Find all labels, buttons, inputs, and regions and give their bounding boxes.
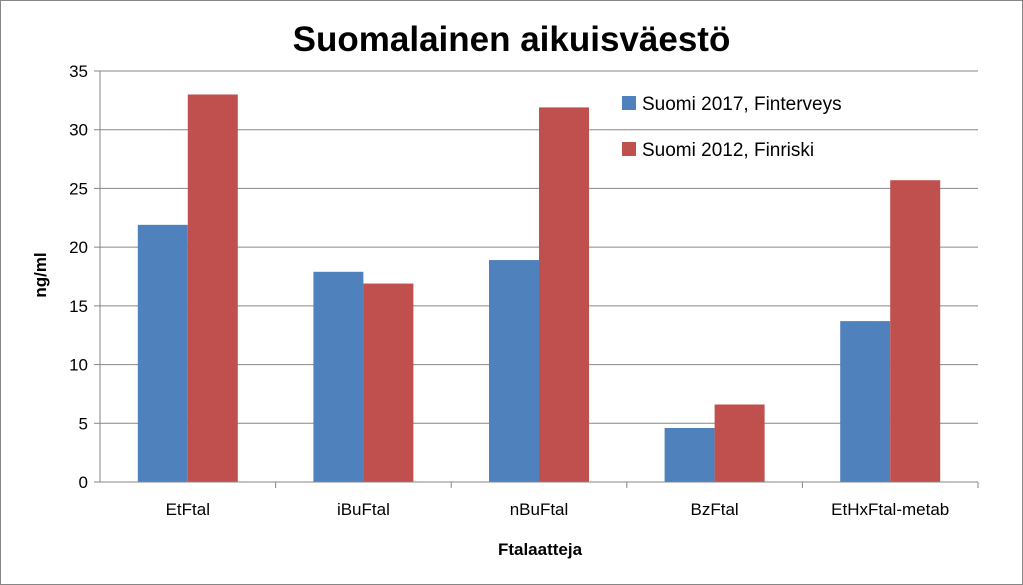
x-tick-label: BzFtal xyxy=(691,500,739,519)
legend-label: Suomi 2017, Finterveys xyxy=(642,94,842,115)
y-tick-label: 20 xyxy=(69,238,88,257)
tick-labels: 0 5 10 15 20 25 30 35 EtFtal iBuFtal nBuFtal BzFtal… xyxy=(69,62,949,519)
y-axis-label: ng/ml xyxy=(31,252,50,297)
y-tick-label: 10 xyxy=(69,356,88,375)
y-tick-label: 15 xyxy=(69,297,88,316)
x-tick-label: EtHxFtal-metab xyxy=(831,500,949,519)
axes xyxy=(99,71,979,488)
legend-label: Suomi 2012, Finriski xyxy=(642,140,814,161)
bar-finriski xyxy=(714,404,765,482)
legend: Suomi 2017, Finterveys Suomi 2012, Finris… xyxy=(622,94,842,161)
legend-swatch xyxy=(622,96,636,110)
x-axis-label: Ftalaatteja xyxy=(498,540,583,559)
bar-finriski xyxy=(539,107,589,482)
y-tick-label: 30 xyxy=(69,121,88,140)
bar-finterveys xyxy=(137,224,188,482)
legend-swatch xyxy=(622,142,636,156)
bar-finterveys xyxy=(489,260,539,482)
y-tick-label: 5 xyxy=(79,414,88,433)
bars xyxy=(137,94,941,483)
bar-finriski xyxy=(890,180,941,483)
bar-finterveys xyxy=(840,321,891,482)
y-tick-label: 0 xyxy=(79,473,88,492)
bar-finterveys xyxy=(313,271,364,482)
bar-finriski xyxy=(363,283,414,482)
y-tick-label: 25 xyxy=(69,179,88,198)
bar-finterveys xyxy=(664,427,715,482)
chart-title: Suomalainen aikuisväestö xyxy=(292,20,731,59)
bar-finriski xyxy=(187,94,238,482)
x-tick-label: iBuFtal xyxy=(337,500,390,519)
x-tick-label: nBuFtal xyxy=(510,500,569,519)
x-tick-label: EtFtal xyxy=(166,500,210,519)
y-tick-label: 35 xyxy=(69,62,88,81)
